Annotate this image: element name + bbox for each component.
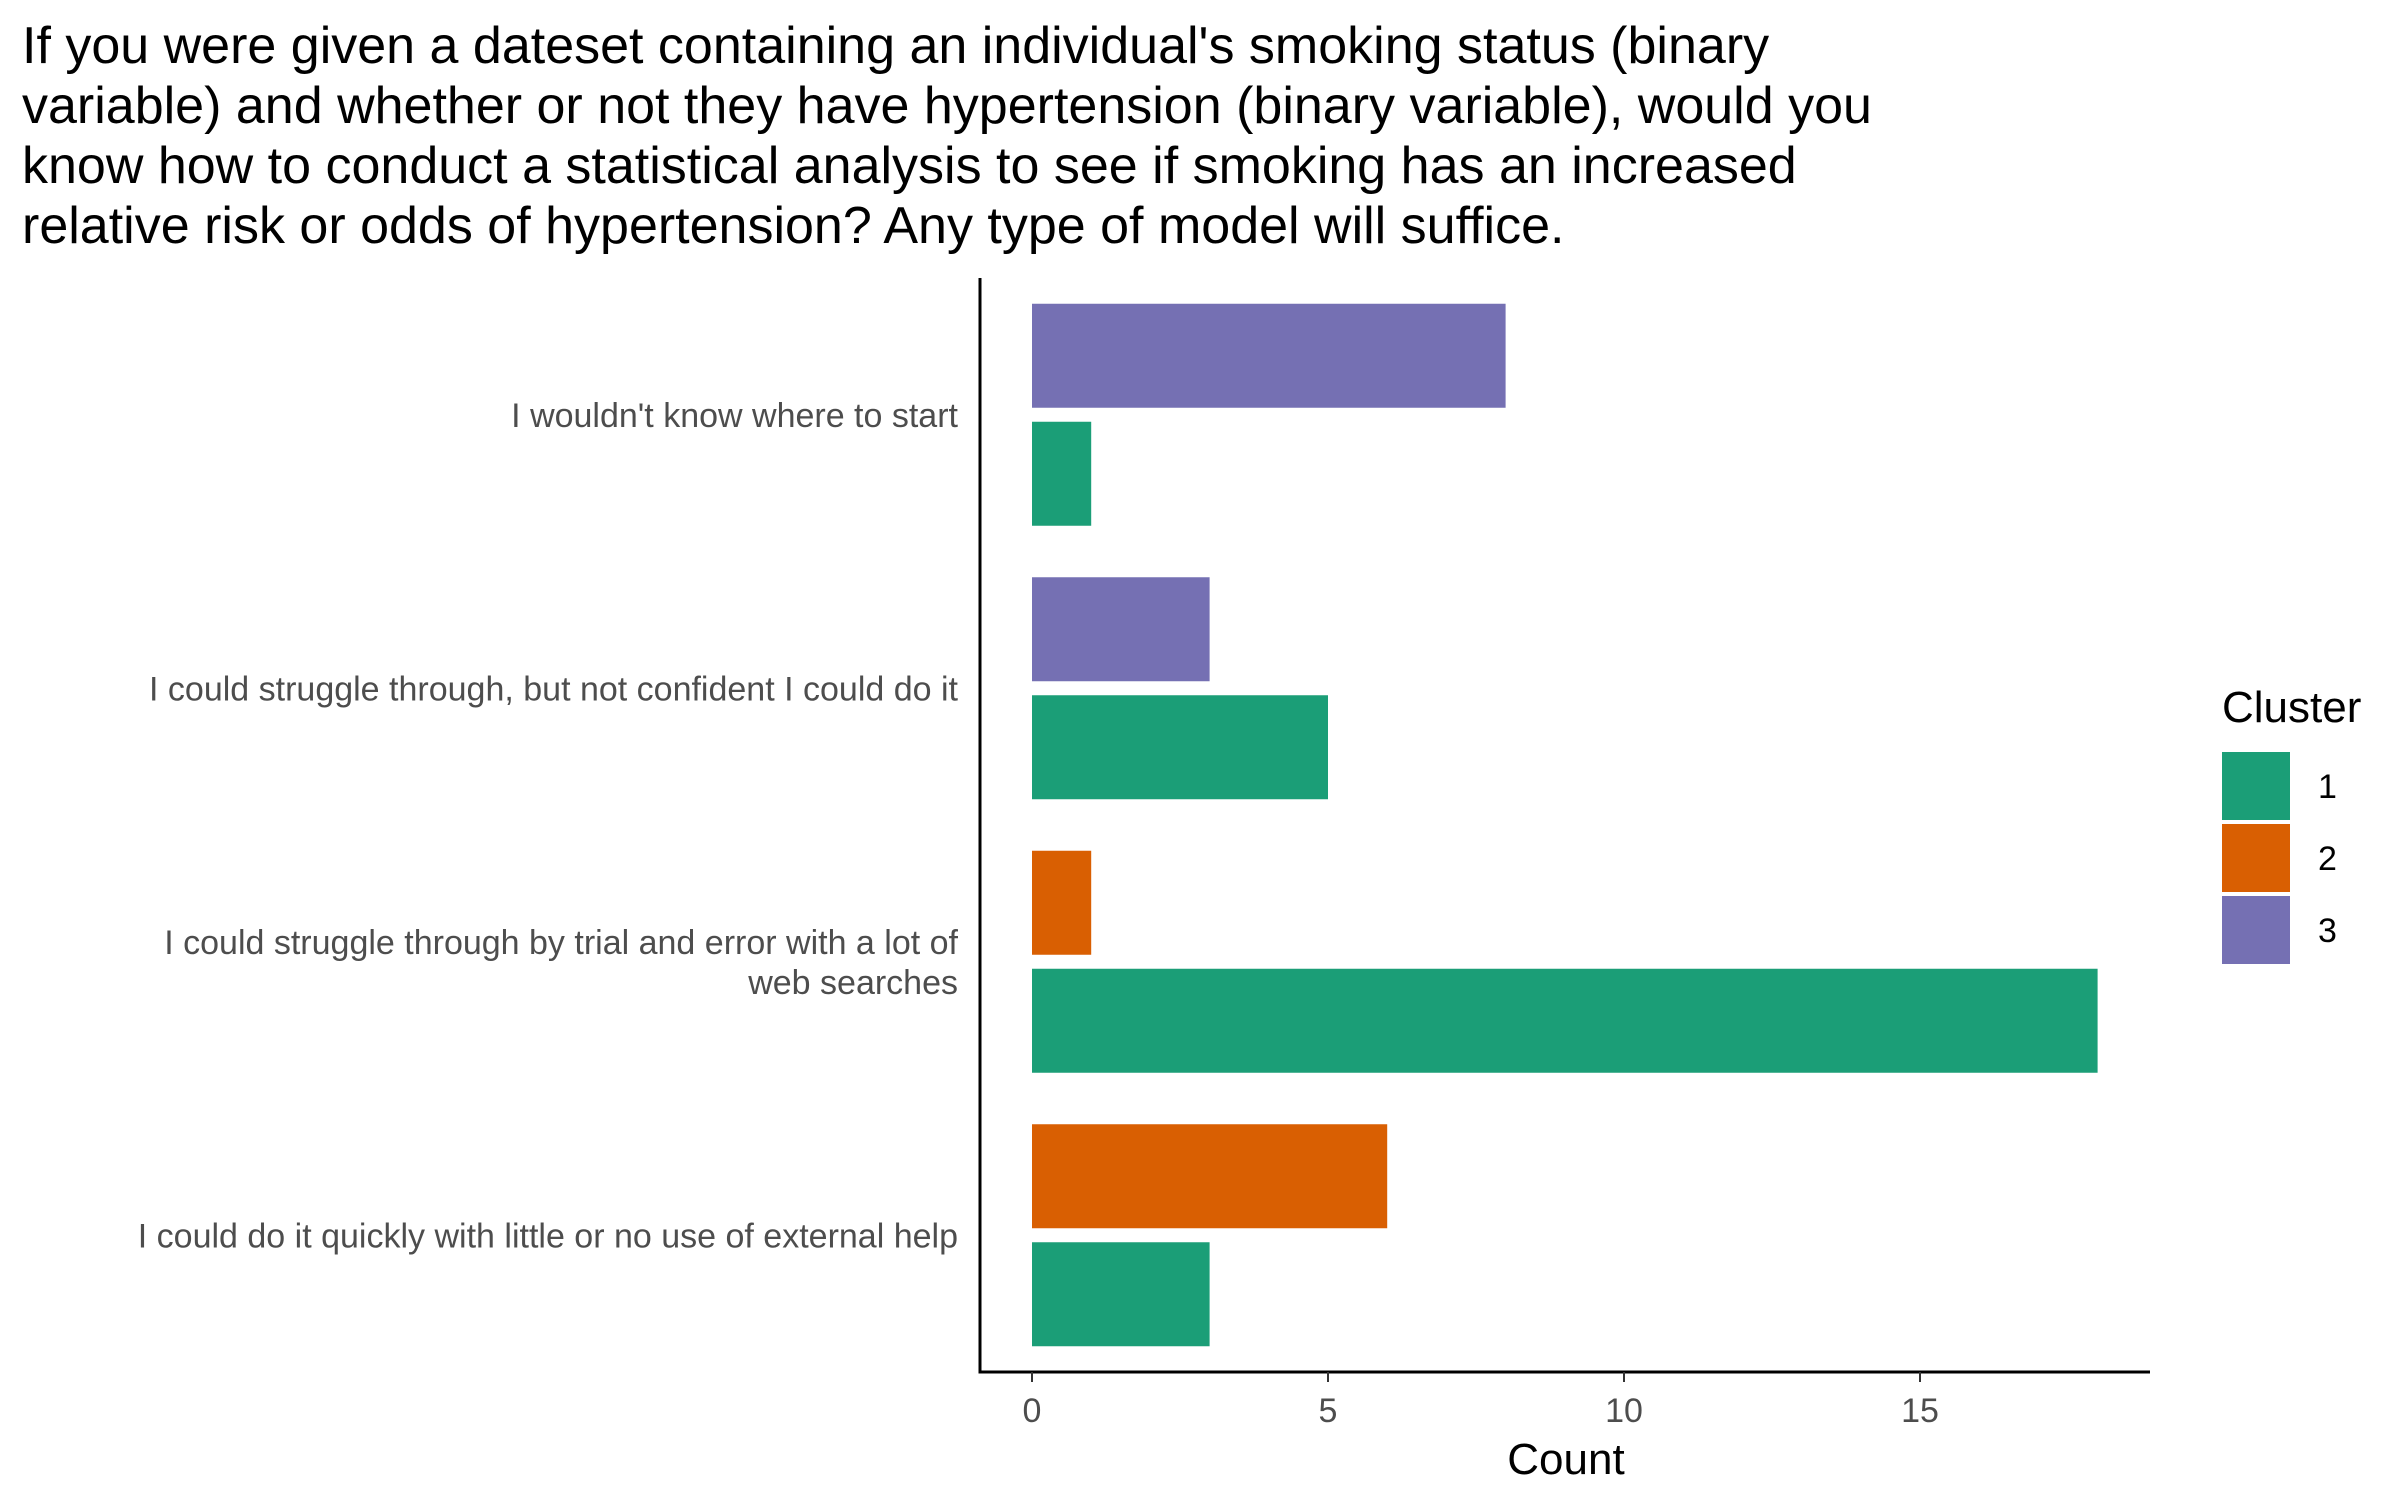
legend-swatch-1 — [2222, 752, 2290, 820]
legend-title: Cluster — [2222, 683, 2361, 732]
chart-title-line: variable) and whether or not they have h… — [22, 77, 1872, 135]
bar-cluster-1 — [1032, 421, 1092, 526]
chart-title-line: relative risk or odds of hypertension? A… — [22, 197, 1565, 255]
bar-cluster-2 — [1032, 850, 1092, 955]
chart-title-line: know how to conduct a statistical analys… — [22, 137, 1797, 195]
bar-cluster-1 — [1032, 695, 1328, 800]
category-label: I could struggle through, but not confid… — [149, 670, 959, 708]
category-label: I could do it quickly with little or no … — [138, 1217, 958, 1255]
category-labels: I wouldn't know where to start I could st… — [138, 397, 959, 1256]
x-tick-label: 5 — [1319, 1392, 1338, 1430]
category-label: I wouldn't know where to start — [511, 397, 958, 435]
legend-label: 3 — [2318, 912, 2337, 950]
bar-cluster-3 — [1032, 303, 1506, 408]
legend-label: 2 — [2318, 840, 2337, 878]
x-tick-label: 10 — [1605, 1392, 1643, 1430]
chart-title-line: If you were given a dateset containing a… — [22, 17, 1770, 75]
legend: Cluster 1 2 3 — [2222, 683, 2361, 964]
bar-cluster-1 — [1032, 968, 2098, 1073]
chart-title: If you were given a dateset containing a… — [22, 16, 2122, 256]
bar-cluster-1 — [1032, 1242, 1210, 1347]
category-label: web searches — [747, 964, 958, 1002]
category-label: I could struggle through by trial and er… — [164, 924, 958, 962]
bar-cluster-2 — [1032, 1124, 1388, 1229]
legend-swatch-2 — [2222, 824, 2290, 892]
legend-label: 1 — [2318, 768, 2337, 806]
x-tick-label: 0 — [1023, 1392, 1042, 1430]
x-ticks: 0 5 10 15 — [1023, 1372, 1939, 1430]
bar-cluster-3 — [1032, 577, 1210, 682]
x-tick-label: 15 — [1901, 1392, 1939, 1430]
legend-swatch-3 — [2222, 896, 2290, 964]
x-axis-title: Count — [1507, 1435, 1624, 1484]
bars — [1032, 303, 2098, 1347]
